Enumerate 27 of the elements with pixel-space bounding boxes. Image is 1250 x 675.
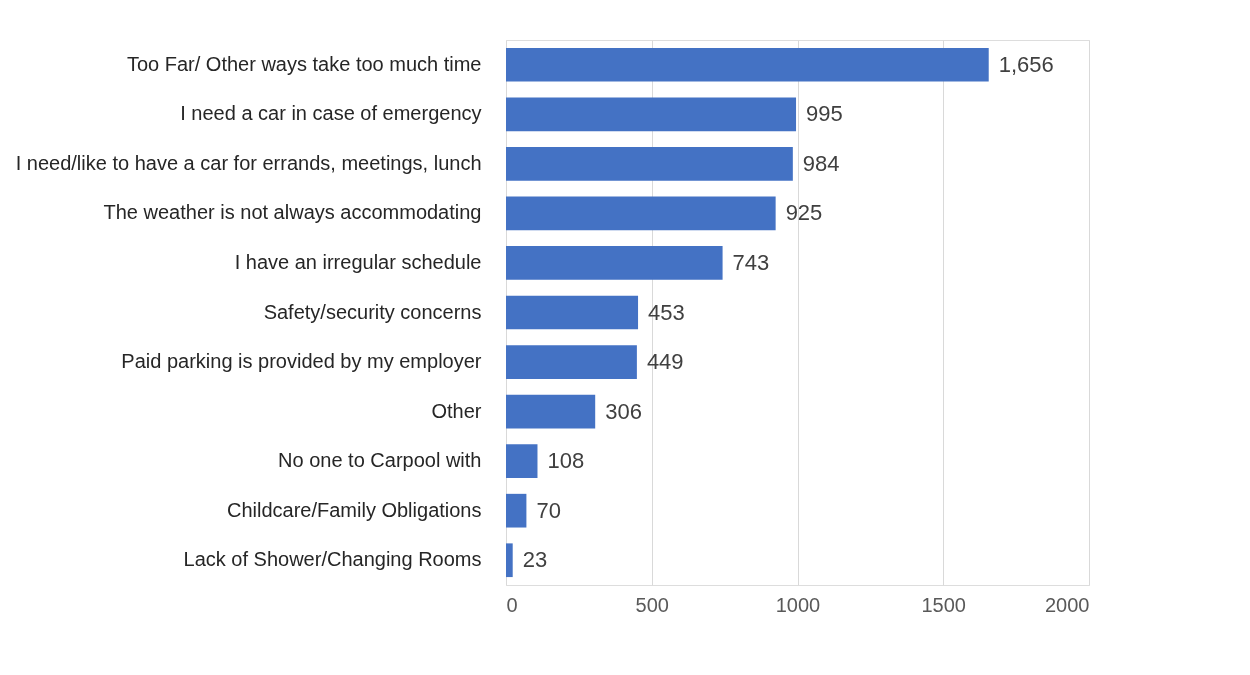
y-tick-label: Paid parking is provided by my employer	[121, 350, 482, 373]
data-label: 995	[806, 101, 843, 127]
y-tick-label: Too Far/ Other ways take too much time	[126, 52, 482, 75]
data-label: 743	[732, 249, 770, 275]
y-tick-label: Childcare/Family Obligations	[226, 498, 482, 521]
data-label: 984	[802, 150, 840, 176]
y-tick-label: I have an irregular schedule	[234, 250, 482, 273]
data-label: 70	[536, 497, 561, 523]
y-tick-label: I need a car in case of emergency	[180, 102, 482, 125]
data-label: 449	[646, 349, 684, 375]
y-tick-label: Safety/security concerns	[263, 300, 482, 323]
data-label: 23	[522, 547, 548, 573]
y-tick-label: Other	[431, 399, 482, 422]
x-tick-label: 1500	[921, 593, 966, 616]
x-tick-label: 2000	[1045, 593, 1090, 616]
data-label: 925	[785, 200, 823, 226]
x-tick-label: 0	[506, 593, 518, 616]
y-tick-label: The weather is not always accommodating	[103, 201, 482, 224]
y-tick-label: Lack of Shower/Changing Rooms	[183, 548, 482, 571]
data-label: 453	[648, 299, 685, 325]
data-label: 1,656	[998, 51, 1054, 77]
x-tick-label: 500	[635, 593, 669, 616]
data-label: 108	[547, 448, 585, 474]
y-tick-label: I need/like to have a car for errands, meetings, lunch	[15, 151, 482, 174]
x-tick-label: 1000	[775, 593, 821, 616]
y-tick-label: No one to Carpool with	[278, 449, 482, 472]
data-label: 306	[605, 398, 642, 424]
